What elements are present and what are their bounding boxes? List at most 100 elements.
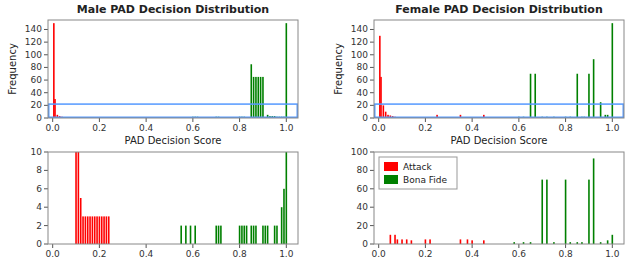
y-tick bbox=[370, 170, 374, 171]
x-tick bbox=[518, 118, 519, 122]
y-tick-label: 20 bbox=[357, 100, 369, 110]
x-tick bbox=[286, 118, 287, 122]
y-tick bbox=[370, 92, 374, 93]
bar bbox=[267, 226, 269, 244]
bar bbox=[401, 239, 403, 244]
bar bbox=[467, 239, 469, 244]
x-tick-label: 1.0 bbox=[279, 123, 294, 133]
y-tick bbox=[44, 207, 48, 208]
y-tick bbox=[44, 29, 48, 30]
bar bbox=[262, 77, 264, 118]
bar bbox=[101, 216, 103, 244]
bar bbox=[530, 74, 532, 118]
y-tick bbox=[370, 152, 374, 153]
y-tick-label: 40 bbox=[357, 88, 369, 98]
y-tick bbox=[370, 225, 374, 226]
bar bbox=[99, 216, 101, 244]
bar bbox=[180, 226, 182, 244]
bar bbox=[612, 235, 614, 244]
plot-background bbox=[374, 152, 624, 244]
bar bbox=[576, 74, 578, 118]
series bbox=[379, 36, 485, 118]
bar bbox=[94, 216, 96, 244]
bar bbox=[96, 216, 98, 244]
chart-canvas: Male PAD Decision Distribution0.00.20.40… bbox=[0, 0, 640, 267]
bar bbox=[194, 226, 196, 244]
bar bbox=[406, 239, 408, 244]
bar bbox=[460, 239, 462, 244]
y-tick bbox=[370, 54, 374, 55]
y-tick-label: 2 bbox=[36, 221, 42, 231]
y-tick bbox=[44, 225, 48, 226]
plot-frame bbox=[48, 20, 298, 118]
zoom-region bbox=[49, 104, 298, 117]
zoom-region bbox=[375, 104, 624, 117]
bar bbox=[241, 226, 243, 244]
x-tick bbox=[378, 118, 379, 122]
x-tick bbox=[99, 118, 100, 122]
bar bbox=[380, 77, 382, 118]
y-tick-label: 40 bbox=[357, 202, 369, 212]
y-tick-label: 0 bbox=[362, 113, 368, 123]
x-tick-label: 0.2 bbox=[418, 123, 432, 133]
bar bbox=[483, 240, 485, 244]
y-tick-label: 80 bbox=[31, 62, 43, 72]
y-tick bbox=[370, 67, 374, 68]
bar bbox=[255, 77, 257, 118]
y-tick-label: 20 bbox=[31, 100, 43, 110]
y-tick bbox=[370, 118, 374, 119]
bar bbox=[411, 240, 413, 244]
bar bbox=[541, 180, 543, 244]
y-tick bbox=[44, 42, 48, 43]
plot-background bbox=[48, 152, 298, 244]
legend-swatch bbox=[384, 175, 398, 184]
bar bbox=[260, 77, 262, 118]
x-tick-label: 0.2 bbox=[92, 249, 106, 259]
y-tick bbox=[44, 67, 48, 68]
main-panel: Female PAD Decision Distribution0.00.20.… bbox=[333, 3, 624, 146]
y-tick bbox=[370, 29, 374, 30]
bar bbox=[429, 239, 431, 244]
x-tick-label: 0.8 bbox=[558, 249, 573, 259]
y-tick bbox=[370, 80, 374, 81]
bar bbox=[185, 226, 187, 244]
x-tick bbox=[239, 118, 240, 122]
series bbox=[390, 235, 485, 244]
x-tick bbox=[565, 244, 566, 248]
y-tick bbox=[370, 42, 374, 43]
bar bbox=[588, 180, 590, 244]
y-tick-label: 6 bbox=[36, 184, 42, 194]
y-tick-label: 100 bbox=[25, 50, 42, 60]
bar bbox=[239, 226, 241, 244]
y-tick-label: 80 bbox=[357, 62, 369, 72]
x-tick bbox=[565, 118, 566, 122]
chart-title: Female PAD Decision Distribution bbox=[395, 3, 602, 16]
bar bbox=[262, 226, 264, 244]
bar bbox=[397, 239, 399, 244]
x-tick bbox=[192, 118, 193, 122]
y-tick bbox=[44, 92, 48, 93]
x-tick bbox=[472, 244, 473, 248]
bar bbox=[253, 226, 255, 244]
plot-background bbox=[374, 20, 624, 118]
bar bbox=[75, 152, 77, 244]
y-tick-label: 0 bbox=[36, 239, 42, 249]
y-axis-label: Frequency bbox=[333, 43, 344, 95]
x-tick-label: 1.0 bbox=[605, 249, 620, 259]
x-tick bbox=[425, 118, 426, 122]
y-tick-label: 60 bbox=[357, 75, 369, 85]
y-tick bbox=[44, 118, 48, 119]
y-tick bbox=[44, 80, 48, 81]
y-tick bbox=[44, 244, 48, 245]
x-tick-label: 0.8 bbox=[232, 123, 247, 133]
bar bbox=[54, 99, 56, 118]
bar bbox=[108, 216, 110, 244]
y-tick bbox=[370, 244, 374, 245]
bar bbox=[593, 59, 595, 118]
bar bbox=[257, 77, 259, 118]
x-tick-label: 0.0 bbox=[46, 249, 61, 259]
bar bbox=[264, 226, 266, 244]
bar bbox=[250, 64, 252, 118]
x-axis-label: PAD Decision Score bbox=[125, 135, 222, 146]
bar bbox=[218, 226, 220, 244]
